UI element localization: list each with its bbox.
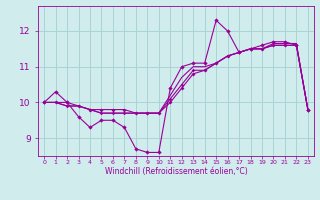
X-axis label: Windchill (Refroidissement éolien,°C): Windchill (Refroidissement éolien,°C) (105, 167, 247, 176)
